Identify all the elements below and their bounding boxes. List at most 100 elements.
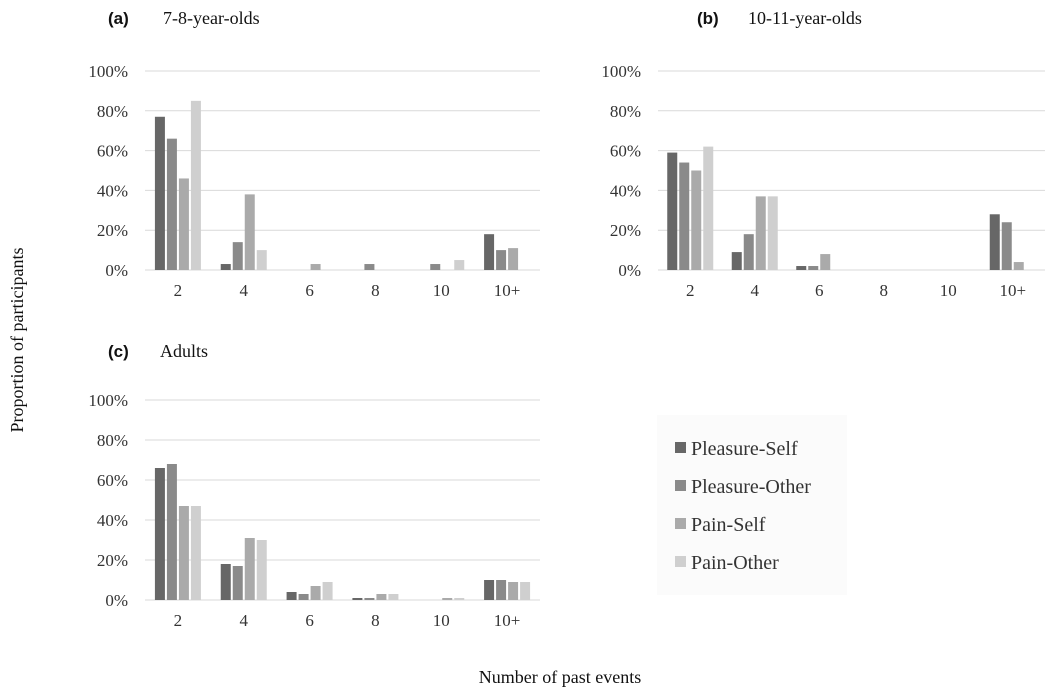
bar-pain-other-8	[388, 594, 399, 600]
bar-pain-self-10plus	[508, 248, 519, 270]
x-tick-label: 2	[686, 281, 695, 300]
y-tick-label: 80%	[610, 102, 641, 121]
bar-pain-other-2	[190, 506, 201, 600]
x-tick-label: 8	[371, 611, 380, 630]
bar-pleasure-other-2	[166, 138, 177, 270]
y-tick-label: 20%	[97, 551, 128, 570]
bar-pain-other-4	[256, 540, 267, 600]
bar-pain-other-10	[454, 598, 465, 600]
bar-pleasure-other-10	[430, 264, 441, 270]
y-tick-label: 80%	[97, 431, 128, 450]
bar-pleasure-other-8	[364, 264, 375, 270]
y-tick-label: 20%	[610, 221, 641, 240]
bar-pain-self-2	[691, 170, 702, 270]
x-tick-label: 6	[305, 611, 314, 630]
legend-background	[657, 415, 847, 595]
legend-label-pleasure-self: Pleasure-Self	[691, 438, 798, 460]
bar-pleasure-self-4	[731, 252, 742, 270]
bar-pain-other-10	[454, 260, 465, 270]
bar-pleasure-other-4	[743, 234, 754, 270]
bar-pain-self-2	[178, 506, 189, 600]
bar-pain-self-4	[244, 538, 255, 600]
bar-pleasure-self-10plus	[484, 234, 495, 270]
y-tick-label: 100%	[88, 62, 128, 81]
panel-label: (a)	[108, 9, 129, 28]
legend-box: Pleasure-Self Pleasure-Other Pain-Self P…	[657, 415, 847, 595]
bar-pleasure-self-6	[796, 266, 807, 270]
legend-swatch-pain-self	[675, 518, 686, 529]
bar-pain-self-2	[178, 178, 189, 270]
bar-pleasure-other-6	[808, 266, 819, 270]
x-tick-label: 2	[174, 611, 183, 630]
x-tick-label: 10	[433, 611, 450, 630]
x-tick-label: 4	[240, 611, 249, 630]
x-tick-label: 10+	[494, 611, 521, 630]
legend-label-pain-self: Pain-Self	[691, 514, 766, 536]
panel-1: 0% 20% 40% 60% 80% 100% (b) 10-11-year-olds 2 4 6 8…	[601, 8, 1045, 300]
panel-title: 10-11-year-olds	[748, 8, 862, 28]
bar-pleasure-other-10plus	[1001, 222, 1012, 270]
bar-pleasure-other-4	[232, 242, 243, 270]
y-tick-label: 0%	[105, 261, 128, 280]
legend-swatch-pleasure-self	[675, 442, 686, 453]
legend-label-pain-other: Pain-Other	[691, 552, 779, 574]
bar-pleasure-self-6	[286, 592, 297, 600]
bar-pain-other-2	[190, 100, 201, 270]
bar-pain-self-10plus	[508, 582, 519, 600]
bar-pleasure-other-10plus	[496, 250, 507, 270]
bar-pain-self-4	[244, 194, 255, 270]
x-tick-label: 2	[174, 281, 183, 300]
x-tick-label: 10	[433, 281, 450, 300]
x-tick-label: 4	[751, 281, 760, 300]
bar-pain-other-10plus	[520, 582, 531, 600]
x-tick-label: 10+	[999, 281, 1026, 300]
y-tick-label: 40%	[97, 511, 128, 530]
bar-pain-self-10	[442, 598, 453, 600]
y-tick-label: 60%	[97, 471, 128, 490]
y-tick-label: 0%	[618, 261, 641, 280]
bar-pleasure-self-8	[352, 598, 363, 600]
x-tick-label: 8	[880, 281, 889, 300]
x-tick-label: 10+	[494, 281, 521, 300]
bar-pain-other-4	[256, 250, 267, 270]
legend-label-pleasure-other: Pleasure-Other	[691, 476, 811, 498]
panel-0: 0% 20% 40% 60% 80% 100% (a) 7-8-year-olds 2 4 6 8 10…	[88, 8, 540, 300]
x-tick-label: 6	[815, 281, 824, 300]
legend-swatch-pleasure-other	[675, 480, 686, 491]
bar-pain-self-6	[310, 586, 321, 600]
y-tick-label: 40%	[610, 181, 641, 200]
x-tick-label: 6	[305, 281, 314, 300]
bar-pain-self-8	[376, 594, 387, 600]
y-tick-label: 60%	[610, 142, 641, 161]
y-tick-label: 40%	[97, 181, 128, 200]
bar-pain-self-6	[820, 254, 831, 270]
bar-pain-other-4	[767, 196, 778, 270]
y-axis-title: Proportion of participants	[7, 248, 27, 433]
panel-label: (b)	[697, 9, 719, 28]
bar-pleasure-self-10plus	[484, 580, 495, 600]
y-tick-label: 100%	[88, 391, 128, 410]
bar-pleasure-self-2	[154, 116, 165, 271]
bar-pleasure-other-8	[364, 598, 375, 600]
y-tick-label: 80%	[97, 102, 128, 121]
y-tick-label: 100%	[601, 62, 641, 81]
bar-pain-other-6	[322, 582, 333, 600]
bar-pleasure-self-2	[667, 152, 678, 270]
panel-label: (c)	[108, 342, 129, 361]
bar-pleasure-other-6	[298, 594, 309, 600]
bar-pleasure-other-2	[679, 162, 690, 270]
x-axis-title: Number of past events	[479, 667, 641, 687]
y-tick-label: 20%	[97, 221, 128, 240]
panel-title: 7-8-year-olds	[163, 8, 260, 28]
bar-pain-self-4	[755, 196, 766, 270]
x-tick-label: 8	[371, 281, 380, 300]
bar-pleasure-self-10plus	[989, 214, 1000, 270]
bar-pain-other-2	[703, 146, 714, 270]
bar-pleasure-other-10plus	[496, 580, 507, 600]
bar-pleasure-self-4	[220, 264, 231, 270]
x-tick-label: 10	[940, 281, 957, 300]
bar-pain-self-6	[310, 264, 321, 270]
bar-pleasure-other-4	[232, 566, 243, 600]
